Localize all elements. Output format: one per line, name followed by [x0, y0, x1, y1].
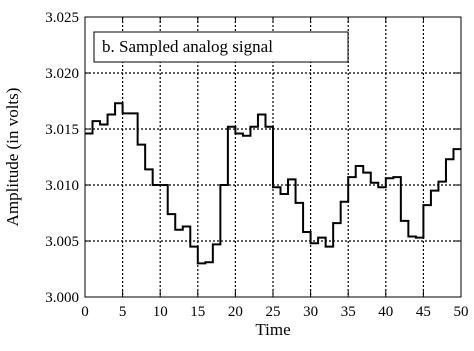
- y-tick-label: 3.020: [45, 66, 79, 82]
- y-tick-label: 3.025: [45, 10, 79, 26]
- y-tick-labels: 3.000 3.005 3.010 3.015 3.020 3.025: [45, 10, 79, 306]
- annotation-box: [93, 31, 349, 63]
- x-tick-label: 40: [378, 304, 393, 320]
- x-tick-labels: 0 5 10 15 20 25 30 35 40 45 50: [81, 304, 468, 320]
- x-tick-label: 0: [81, 304, 89, 320]
- x-tick-label: 10: [153, 304, 168, 320]
- y-axis-label: Amplitude (in volts): [3, 88, 22, 227]
- y-tick-label: 3.005: [45, 234, 79, 250]
- series-line: [85, 102, 461, 265]
- y-tick-label: 3.010: [45, 178, 79, 194]
- x-tick-label: 50: [454, 304, 469, 320]
- x-tick-label: 20: [228, 304, 243, 320]
- x-tick-label: 5: [119, 304, 127, 320]
- x-axis-label: Time: [255, 320, 290, 339]
- y-tick-label: 3.015: [45, 122, 79, 138]
- x-tick-label: 30: [303, 304, 318, 320]
- x-tick-label: 25: [266, 304, 281, 320]
- x-tick-label: 45: [416, 304, 431, 320]
- x-tick-label: 35: [341, 304, 356, 320]
- axis-ticks: [84, 16, 462, 298]
- grid-lines: [85, 17, 461, 297]
- y-tick-label: 3.000: [45, 290, 79, 306]
- x-tick-label: 15: [190, 304, 205, 320]
- annotation-label: b. Sampled analog signal: [102, 37, 273, 56]
